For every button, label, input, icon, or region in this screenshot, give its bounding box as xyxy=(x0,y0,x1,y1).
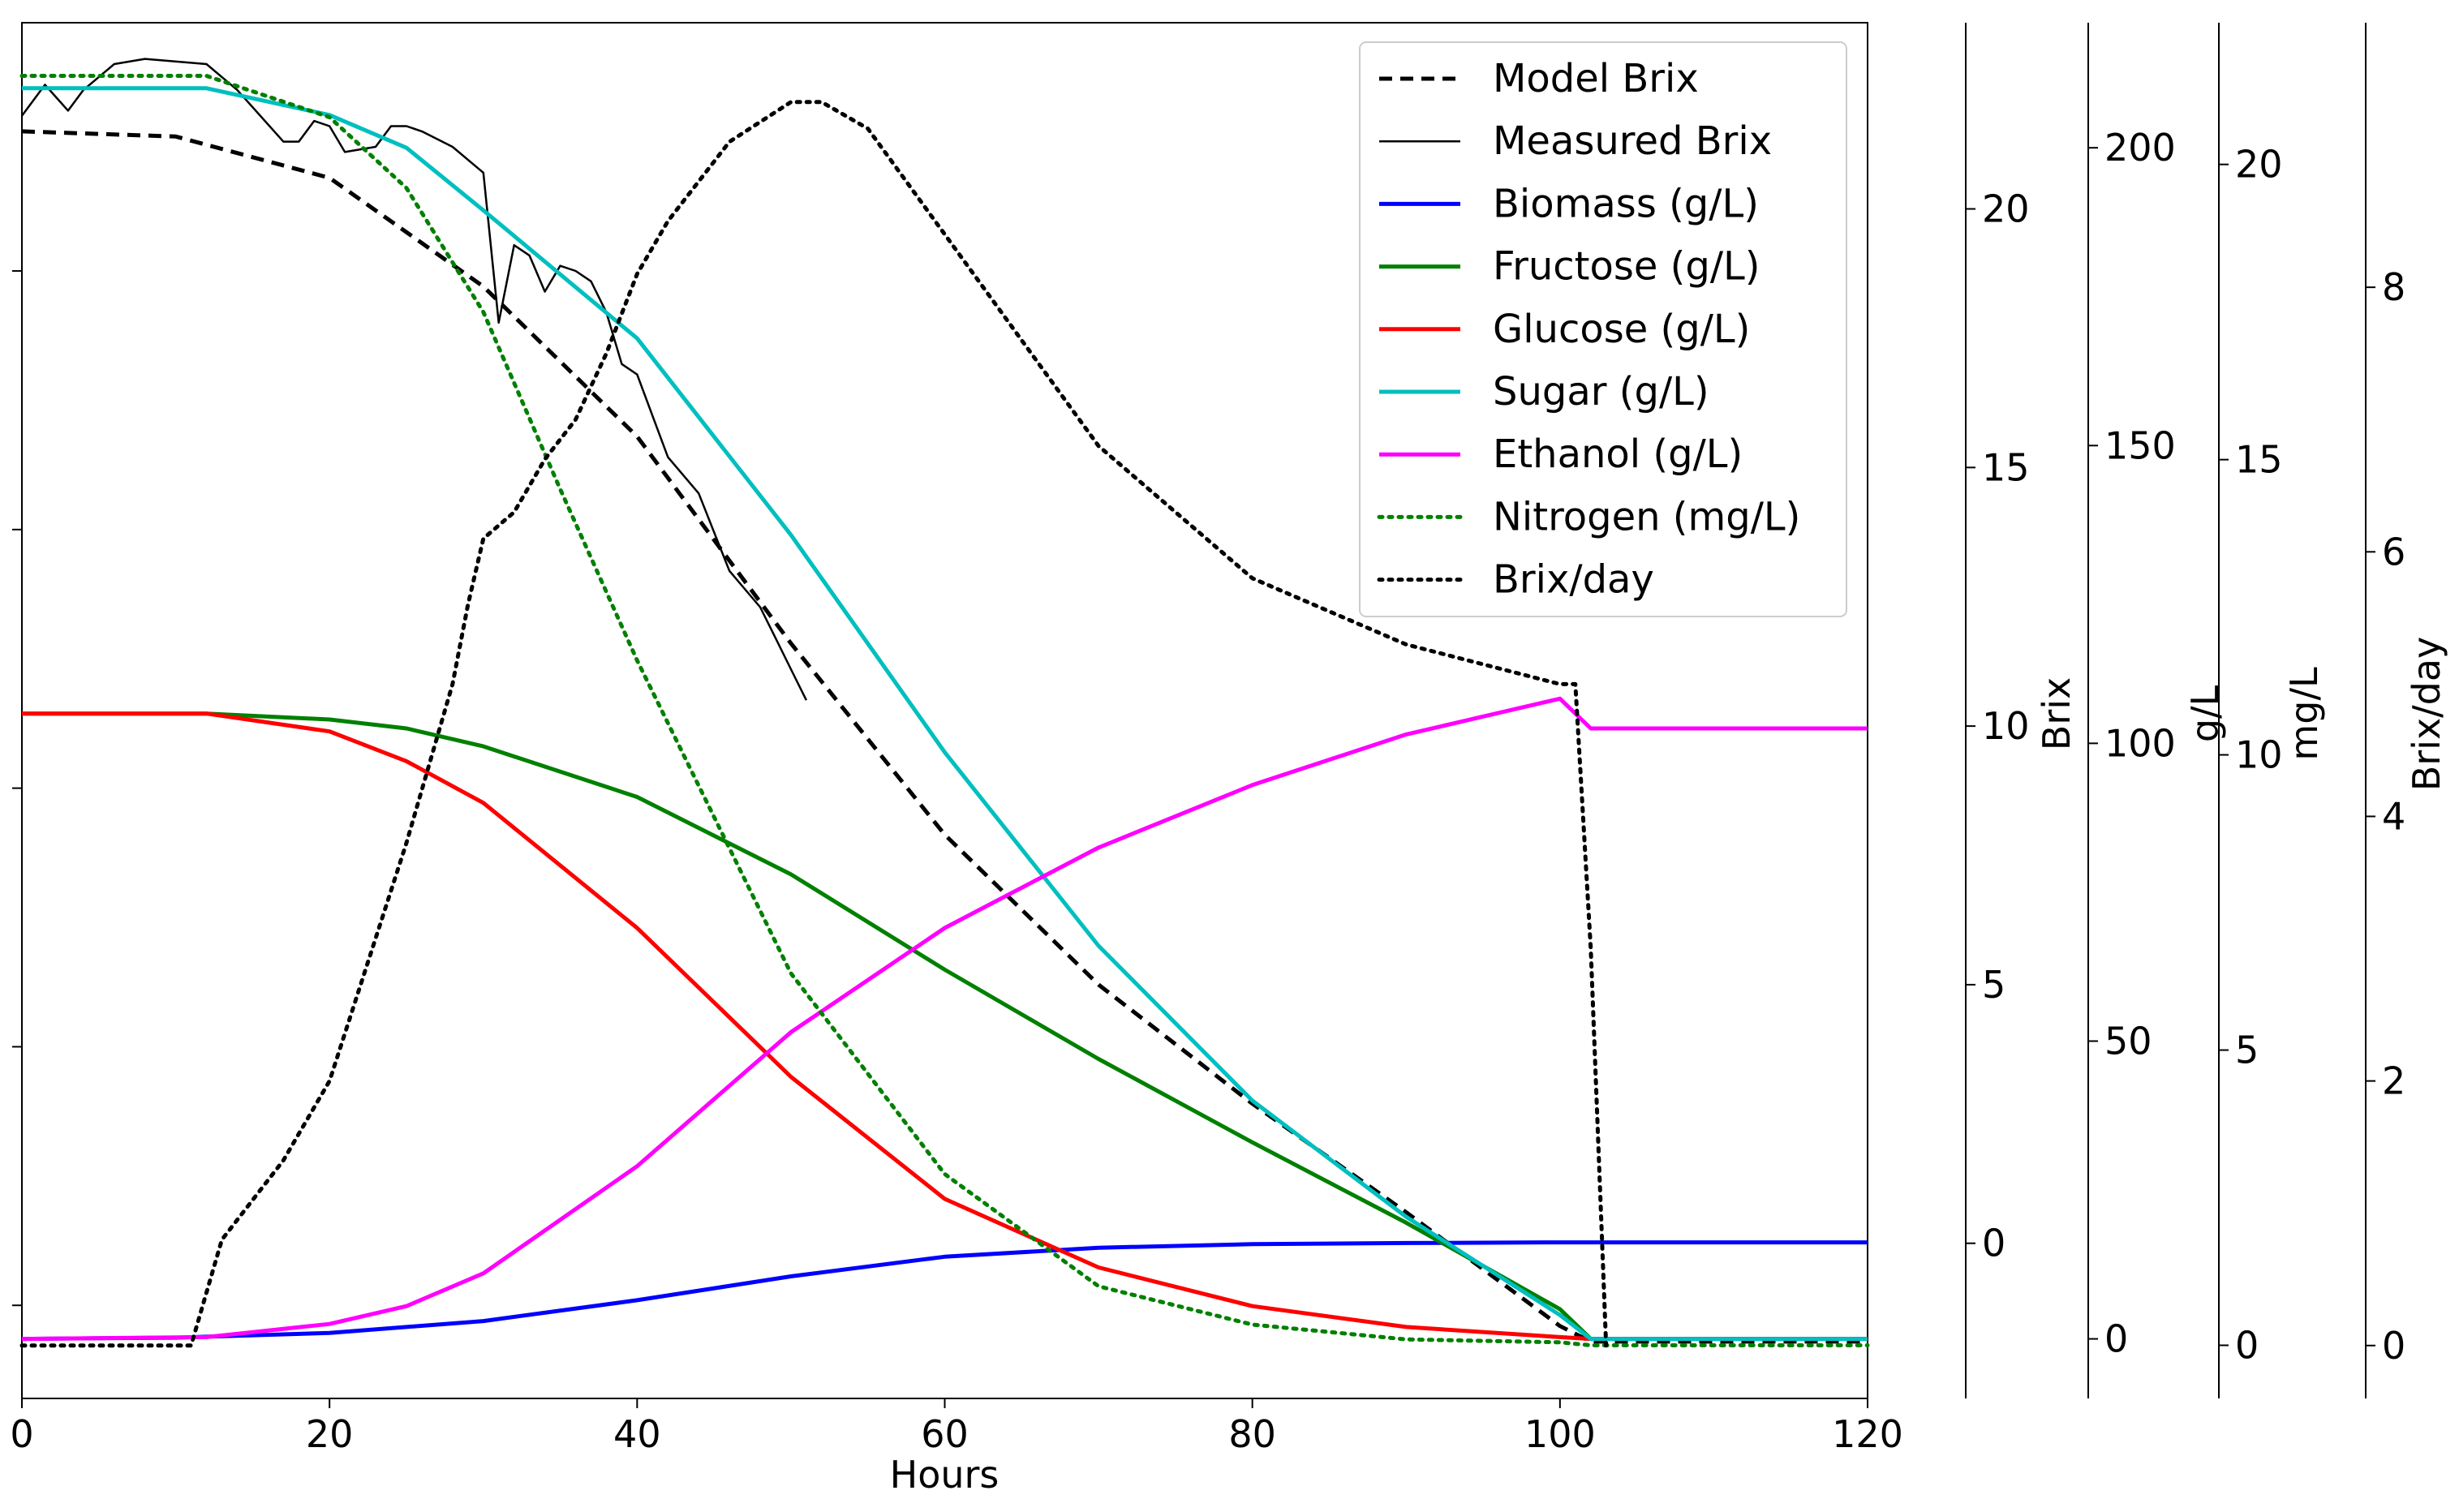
right-tick-label: 0 xyxy=(2382,1324,2405,1368)
right-tick-label: 5 xyxy=(1982,963,2005,1007)
x-tick-label: 80 xyxy=(1228,1412,1276,1456)
right-tick-label: 100 xyxy=(2104,721,2176,765)
right-tick-label: 20 xyxy=(1982,187,2030,231)
right-axis-brix-title: Brix xyxy=(2035,677,2079,750)
right-axis-gl-title: g/L xyxy=(2183,685,2227,742)
right-axis-gl: g/L 0 50 100 150 200 xyxy=(2087,23,2227,1398)
x-tick-label: 120 xyxy=(1832,1412,1903,1456)
right-tick-label: 0 xyxy=(2104,1317,2128,1361)
legend-label-sugar-g-l: Sugar (g/L) xyxy=(1493,369,1709,415)
series-line-model-brix xyxy=(21,129,1868,1344)
series-line-sugar-g-l xyxy=(22,86,1868,1342)
right-tick-label: 8 xyxy=(2382,265,2405,309)
series-line-nitrogen-mg-l xyxy=(19,74,1870,1347)
right-tick-label: 0 xyxy=(2235,1323,2259,1367)
right-axis-brix-per-day: Brix/day 0 2 4 6 8 xyxy=(2365,23,2448,1398)
series-line-glucose-g-l xyxy=(22,711,1868,1342)
right-tick-label: 4 xyxy=(2382,794,2405,838)
right-tick-label: 10 xyxy=(1982,704,2030,748)
x-tick-label: 40 xyxy=(613,1412,661,1456)
right-tick-label: 200 xyxy=(2104,126,2176,170)
x-axis: 0 20 40 60 80 100 120 xyxy=(10,1398,1903,1456)
legend-label-glucose-g-l: Glucose (g/L) xyxy=(1493,307,1750,352)
right-axis-brix: Brix 0 5 10 15 20 xyxy=(1965,23,2079,1398)
right-axis-brix-per-day-title: Brix/day xyxy=(2405,637,2448,792)
legend-label-fructose-g-l: Fructose (g/L) xyxy=(1493,244,1760,290)
right-tick-label: 0 xyxy=(1982,1222,2005,1265)
right-tick-label: 5 xyxy=(2235,1029,2259,1072)
x-axis-title: Hours xyxy=(890,1453,1000,1497)
legend: Model Brix Measured Brix Biomass (g/L) Fruc… xyxy=(1359,41,1847,617)
x-tick-label: 0 xyxy=(10,1412,33,1456)
series-line-brix-day xyxy=(19,100,1609,1348)
x-tick-label: 100 xyxy=(1524,1412,1596,1456)
legend-label-ethanol-g-l: Ethanol (g/L) xyxy=(1493,432,1743,477)
right-tick-label: 15 xyxy=(2235,438,2283,482)
right-tick-label: 15 xyxy=(1982,445,2030,489)
legend-label-measured-brix: Measured Brix xyxy=(1493,118,1772,164)
right-axis-mgl: mg/L 0 5 10 15 20 xyxy=(2218,23,2326,1398)
series-line-biomass-g-l xyxy=(21,1240,1868,1342)
right-tick-label: 150 xyxy=(2104,423,2176,467)
legend-label-model-brix: Model Brix xyxy=(1493,56,1699,101)
series-line-fructose-g-l xyxy=(22,711,1868,1342)
series-line-measured-brix xyxy=(20,58,808,701)
legend-label-nitrogen-mg-l: Nitrogen (mg/L) xyxy=(1493,494,1800,539)
legend-label-biomass-g-l: Biomass (g/L) xyxy=(1493,181,1759,226)
right-tick-label: 2 xyxy=(2382,1059,2405,1103)
legend-label-brix-day: Brix/day xyxy=(1493,557,1654,603)
right-tick-label: 6 xyxy=(2382,530,2405,573)
x-tick-label: 60 xyxy=(921,1412,969,1456)
left-axis xyxy=(12,270,22,1307)
right-axis-mgl-title: mg/L xyxy=(2282,667,2326,761)
legend-box xyxy=(1359,41,1847,617)
x-tick-label: 20 xyxy=(306,1412,354,1456)
series-line-ethanol-g-l xyxy=(21,696,1868,1342)
series-layer xyxy=(19,58,1870,1348)
right-tick-label: 20 xyxy=(2235,143,2283,187)
right-tick-label: 10 xyxy=(2235,733,2283,777)
right-tick-label: 50 xyxy=(2104,1019,2152,1063)
